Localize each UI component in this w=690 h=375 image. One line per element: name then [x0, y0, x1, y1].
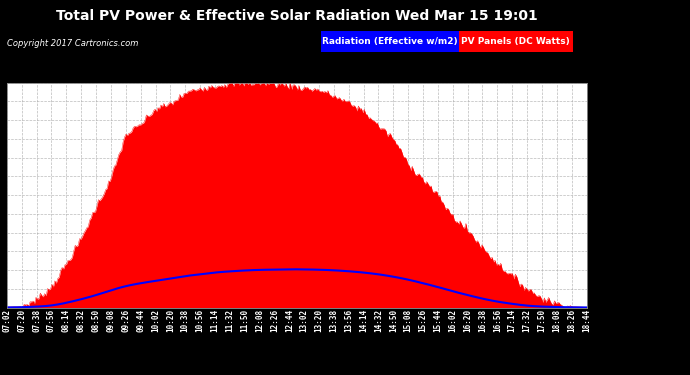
Text: Radiation (Effective w/m2): Radiation (Effective w/m2): [322, 37, 457, 46]
Text: Copyright 2017 Cartronics.com: Copyright 2017 Cartronics.com: [7, 39, 138, 48]
Text: Total PV Power & Effective Solar Radiation Wed Mar 15 19:01: Total PV Power & Effective Solar Radiati…: [56, 9, 538, 23]
Text: PV Panels (DC Watts): PV Panels (DC Watts): [462, 37, 570, 46]
